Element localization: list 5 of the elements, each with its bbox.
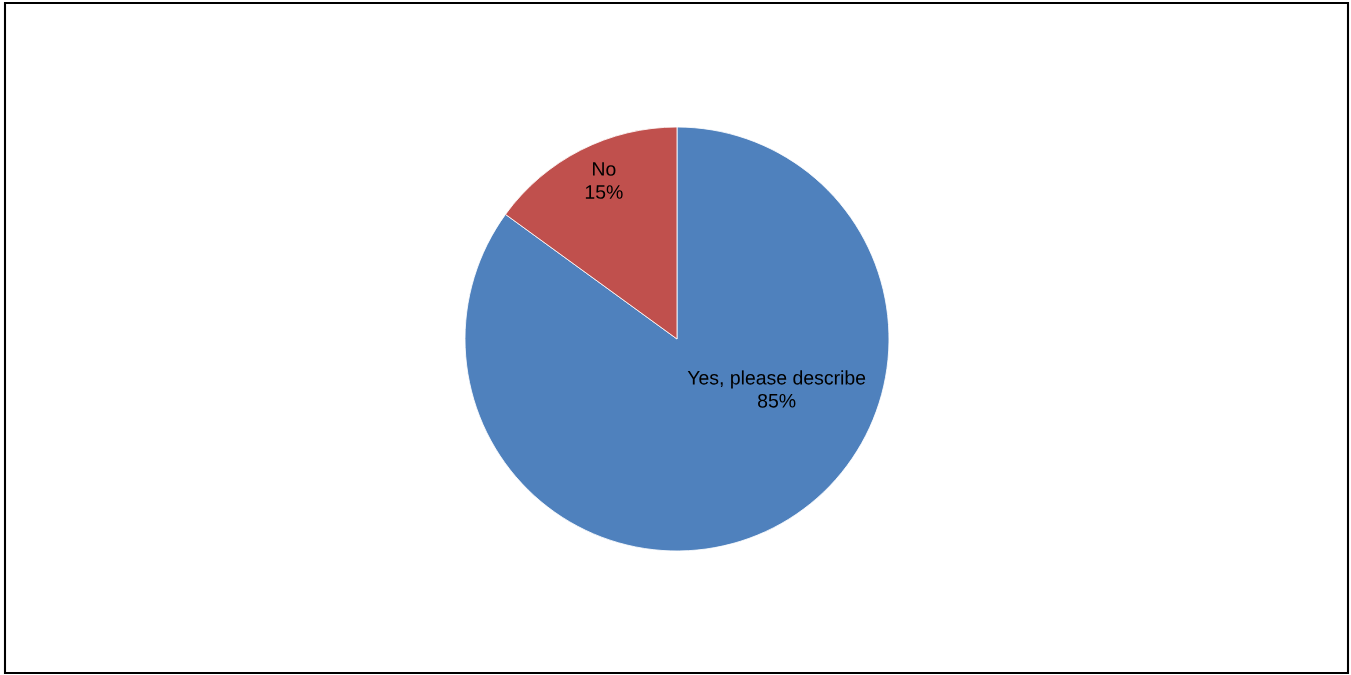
data-label: 15%	[585, 185, 623, 199]
pie-slice	[464, 126, 890, 552]
slice-label: Yes, please describe	[687, 370, 866, 389]
data-label: 85%	[758, 393, 796, 408]
slice-label: No	[593, 162, 616, 176]
